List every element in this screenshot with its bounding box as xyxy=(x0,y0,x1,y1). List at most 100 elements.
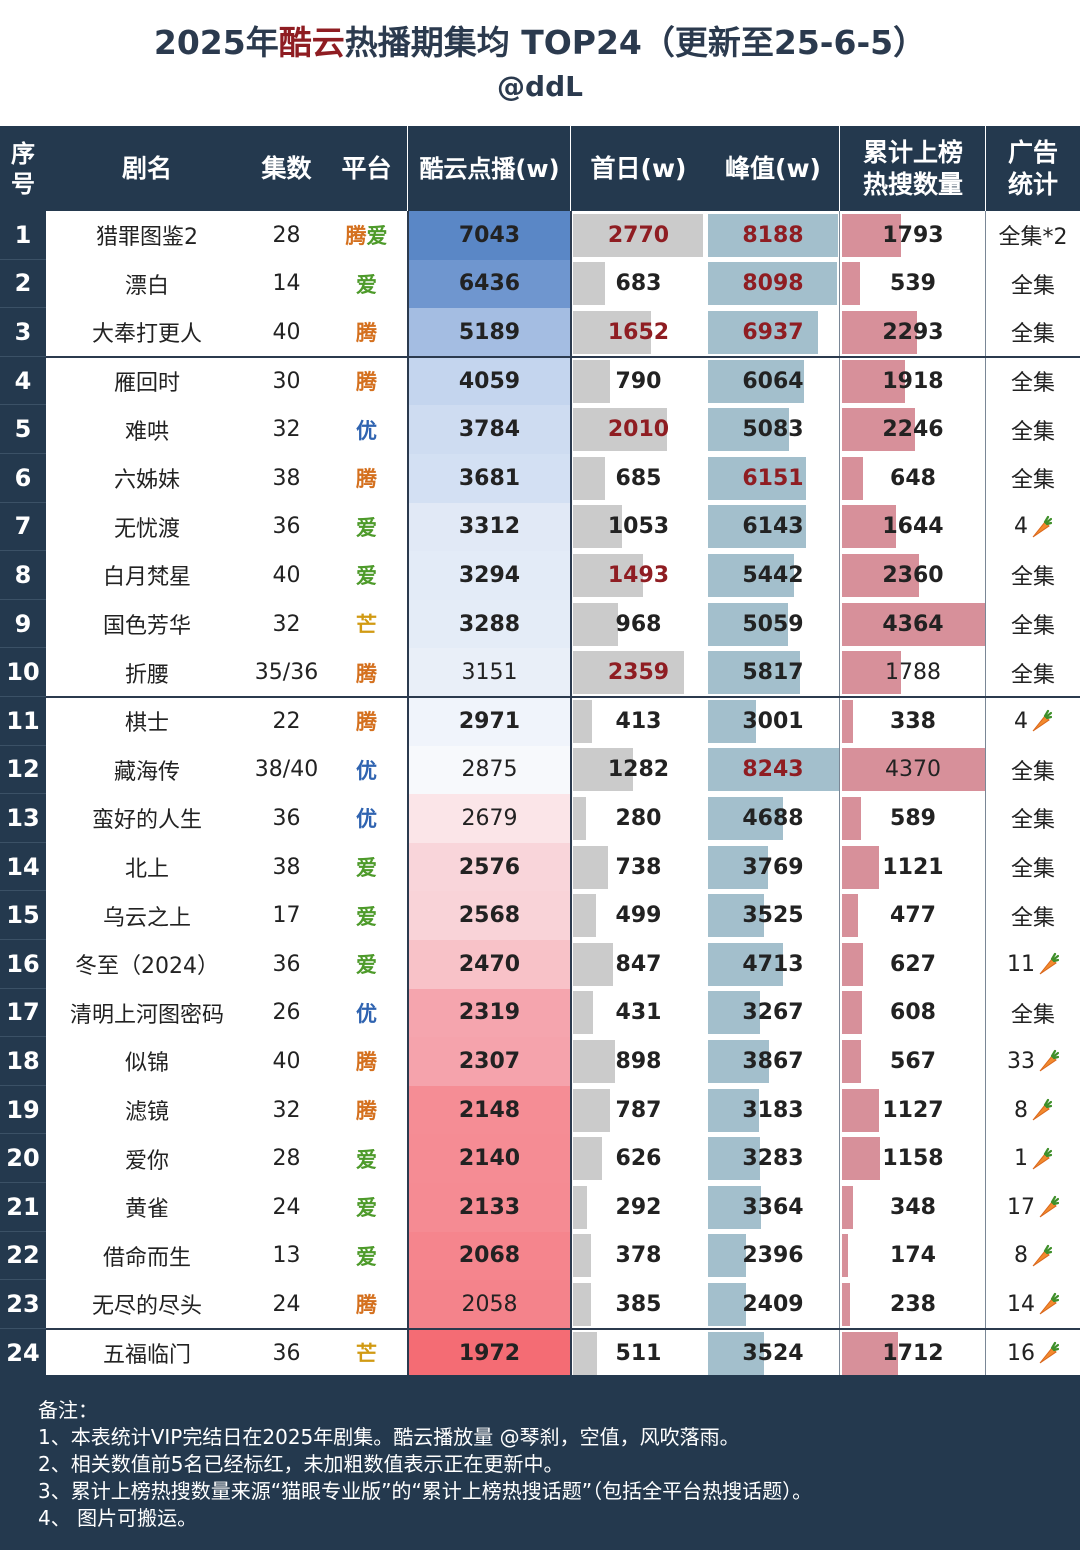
notes-heading: 备注： xyxy=(38,1398,98,1422)
note-2: 2、相关数值前5名已经标红，未加粗数值表示正在更新中。 xyxy=(38,1452,564,1476)
episode-count: 22 xyxy=(272,708,301,734)
first-day-bar xyxy=(573,311,651,354)
peak-value: 3364 xyxy=(742,1194,804,1220)
ads-cell: 全集 xyxy=(986,260,1080,309)
peak-bar xyxy=(708,359,805,403)
platform-cell: 爱 xyxy=(325,1183,408,1232)
first-day-bar xyxy=(573,1040,616,1083)
episode-count: 36 xyxy=(272,805,301,831)
ads-cell: 8 xyxy=(986,1232,1080,1281)
rank-cell: 5 xyxy=(0,405,46,454)
platform-cell: 爱 xyxy=(325,260,408,309)
ads-cell: 8 xyxy=(986,1086,1080,1135)
ads-value: 11 xyxy=(1007,951,1035,977)
rank-cell: 16 xyxy=(0,940,46,989)
ads-cell: 全集 xyxy=(986,794,1080,843)
hot-search-value: 1918 xyxy=(882,368,944,394)
hot-search-value: 1712 xyxy=(882,1340,944,1366)
ads-cell: 17 xyxy=(986,1183,1080,1232)
first-day-value: 787 xyxy=(615,1097,662,1123)
hot-search-value: 338 xyxy=(890,708,936,734)
first-day-value: 1282 xyxy=(607,757,670,783)
ads-cell: 11 xyxy=(986,940,1080,989)
peak-value: 6937 xyxy=(742,319,804,345)
platform-cell: 腾 xyxy=(325,308,408,357)
first-day-value: 292 xyxy=(615,1194,662,1220)
kuyun-value: 2148 xyxy=(458,1097,521,1123)
carrot-icon xyxy=(1037,1292,1060,1316)
hot-search-value: 539 xyxy=(890,271,936,297)
peak-bar xyxy=(708,213,839,257)
platform-cell: 爱 xyxy=(325,1232,408,1281)
header-seq-line2: 号 xyxy=(11,169,35,198)
rank-cell: 1 xyxy=(0,211,46,260)
peak-value: 5059 xyxy=(742,611,804,637)
platform-cell: 腾爱 xyxy=(325,211,408,260)
kuyun-fill xyxy=(408,356,571,406)
header-kuyun: 酷云点播(w) xyxy=(408,126,571,211)
episode-count: 32 xyxy=(272,611,301,637)
episode-count: 36 xyxy=(272,514,301,540)
rank-cell: 15 xyxy=(0,891,46,940)
platform-cell: 优 xyxy=(325,989,408,1038)
first-day-value: 511 xyxy=(615,1340,662,1366)
carrot-icon xyxy=(1037,1195,1060,1219)
kuyun-fill xyxy=(408,551,571,600)
title-highlight: 酷云 xyxy=(278,23,345,62)
peak-value: 4713 xyxy=(742,951,804,977)
first-day-value: 1652 xyxy=(607,319,670,345)
episode-count: 26 xyxy=(272,1000,301,1026)
peak-value: 3525 xyxy=(742,903,804,929)
ads-cell: 全集 xyxy=(986,600,1080,649)
rank-cell: 20 xyxy=(0,1134,46,1183)
peak-bar xyxy=(708,262,837,306)
first-day-bar xyxy=(573,748,634,792)
column-divider xyxy=(570,211,572,1378)
kuyun-fill xyxy=(408,1085,571,1135)
first-day-bar xyxy=(573,1185,587,1229)
first-day-bar xyxy=(573,699,593,743)
kuyun-value: 2307 xyxy=(458,1048,521,1074)
first-day-value: 413 xyxy=(615,708,662,734)
first-day-value: 2770 xyxy=(607,222,670,248)
kuyun-value: 2319 xyxy=(458,1000,521,1026)
episode-count: 32 xyxy=(272,417,301,443)
ads-cell: 4 xyxy=(986,503,1080,552)
drama-name: 折腰 xyxy=(124,662,169,688)
hot-search-value: 477 xyxy=(890,903,936,929)
ads-value: 全集 xyxy=(1010,905,1055,931)
first-day-value: 968 xyxy=(615,611,662,637)
platform-char: 腾 xyxy=(356,710,377,735)
kuyun-fill xyxy=(408,211,571,260)
ads-value: 全集 xyxy=(1010,565,1055,591)
ads-value: 全集 xyxy=(1010,614,1055,640)
platform-cell: 优 xyxy=(325,746,408,795)
hot-search-bar xyxy=(842,505,896,549)
platform-char: 腾 xyxy=(356,661,377,686)
hot-search-value: 648 xyxy=(890,465,936,491)
first-day-bar xyxy=(573,408,668,452)
drama-name: 漂白 xyxy=(124,273,169,299)
ads-cell: 4 xyxy=(986,697,1080,746)
header-platform: 平台 xyxy=(325,126,408,211)
episode-count: 36 xyxy=(272,951,301,977)
peak-value: 3769 xyxy=(742,854,804,880)
ads-value: 33 xyxy=(1007,1048,1035,1074)
first-day-bar xyxy=(573,1331,597,1375)
kuyun-value: 3681 xyxy=(458,465,521,491)
ads-cell: 14 xyxy=(986,1280,1080,1329)
kuyun-fill xyxy=(408,1231,571,1281)
kuyun-value: 5189 xyxy=(458,319,521,345)
first-day-value: 1493 xyxy=(607,562,670,588)
hot-search-value: 2360 xyxy=(882,562,944,588)
notes-section: 备注： 1、本表统计VIP完结日在2025年剧集。酷云播放量 @琴刹，空值，风吹… xyxy=(0,1375,1080,1550)
hot-search-value: 1158 xyxy=(882,1146,944,1172)
hot-search-value: 608 xyxy=(890,1000,936,1026)
ads-value: 全集 xyxy=(1010,662,1055,688)
drama-name: 六姊妹 xyxy=(113,468,180,494)
platform-char: 优 xyxy=(356,807,377,832)
platform-cell: 爱 xyxy=(325,891,408,940)
hot-search-value: 589 xyxy=(890,805,936,831)
ads-value: 全集 xyxy=(1010,1002,1055,1028)
note-1: 1、本表统计VIP完结日在2025年剧集。酷云播放量 @琴刹，空值，风吹落雨。 xyxy=(38,1425,740,1449)
